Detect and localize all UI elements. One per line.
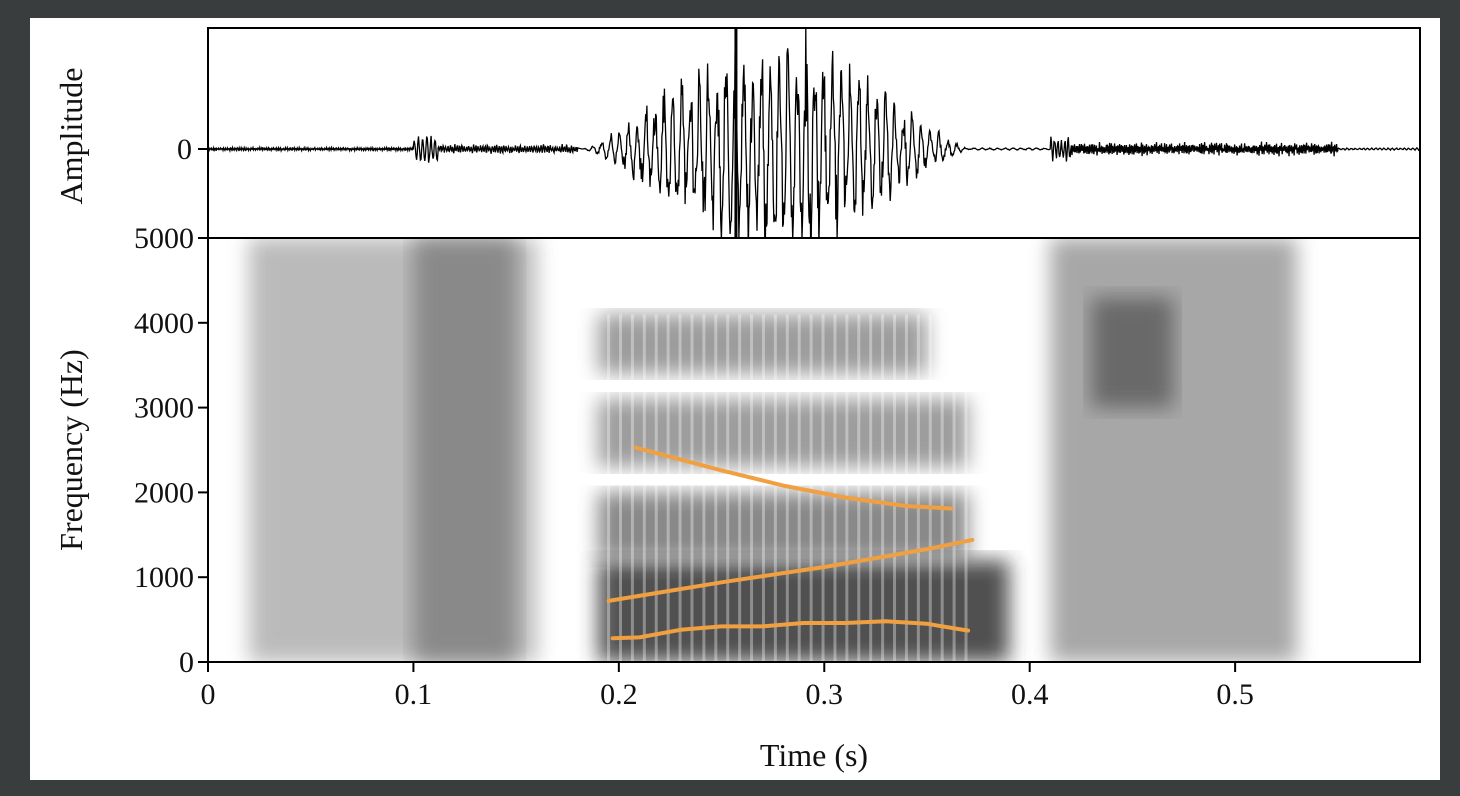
waveform-trace: [208, 28, 1420, 238]
energy-region: [598, 560, 1010, 662]
time-tick-label: 0.5: [1216, 678, 1254, 711]
formant-tracks: [606, 445, 975, 641]
time-tick-label: 0.3: [806, 678, 844, 711]
waveform-frame: [207, 27, 1421, 239]
time-axis-title: Time (s): [760, 737, 868, 773]
frequency-tick-label: 5000: [134, 222, 194, 255]
waveform: [208, 28, 1420, 238]
time-tick-label: 0.1: [395, 678, 433, 711]
formant-track-f2: [606, 537, 975, 603]
spectrogram-striations: [607, 314, 968, 662]
time-tick-label: 0.2: [600, 678, 638, 711]
time-ticks: 0 0.1 0.2 0.3 0.4 0.5: [201, 662, 1254, 711]
time-tick-label: 0.4: [1011, 678, 1049, 711]
amplitude-axis-title: Amplitude: [53, 68, 89, 205]
spectrogram-figure: 0 0 1000 2000 3000 4000 5000 0 0.1 0.2 0.3 0.4 0.5…: [53, 27, 1421, 773]
energy-region: [1091, 297, 1174, 408]
formant-track-f3: [633, 445, 954, 511]
figure-panel: 0 0 1000 2000 3000 4000 5000 0 0.1 0.2 0.3 0.4 0.5…: [30, 18, 1440, 780]
frequency-tick-label: 2000: [134, 476, 194, 509]
energy-region: [413, 238, 517, 662]
frequency-ticks: 0 1000 2000 3000 4000 5000: [134, 222, 208, 679]
spectrogram-energy: [249, 238, 1297, 662]
frequency-tick-label: 1000: [134, 561, 194, 594]
energy-region: [598, 492, 969, 561]
amplitude-tick-label: 0: [177, 133, 192, 166]
frequency-tick-label: 4000: [134, 307, 194, 340]
energy-region: [598, 399, 969, 467]
amplitude-ticks: 0: [177, 133, 208, 166]
formant-track-f1: [610, 619, 971, 641]
frequency-axis-title: Frequency (Hz): [53, 349, 89, 551]
frequency-tick-label: 0: [179, 646, 194, 679]
energy-region: [598, 314, 927, 374]
spectrogram-frame: [207, 237, 1421, 663]
time-tick-label: 0: [201, 678, 216, 711]
frequency-tick-label: 3000: [134, 392, 194, 425]
